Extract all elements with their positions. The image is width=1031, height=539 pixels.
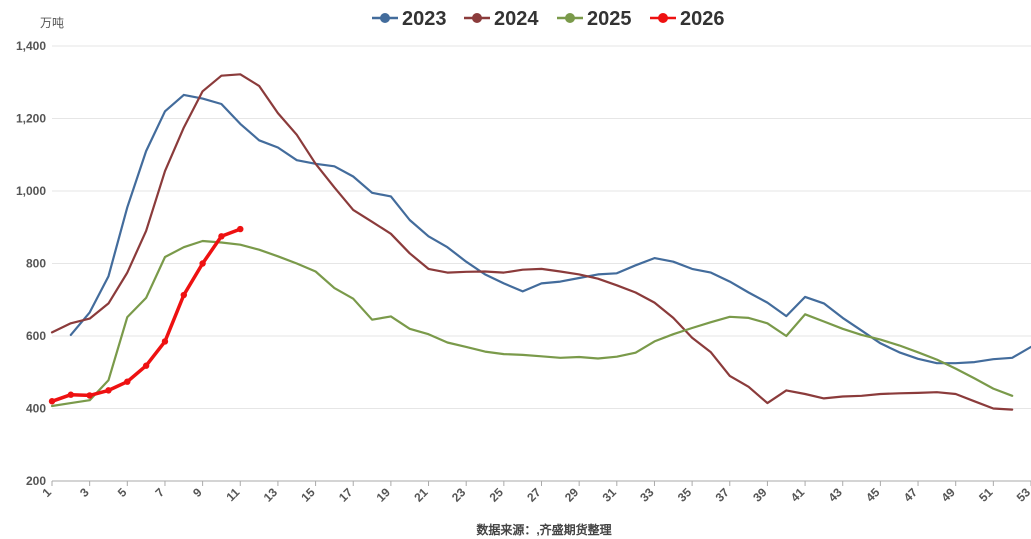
- legend-marker-icon: [658, 13, 668, 23]
- legend-marker-icon: [565, 13, 575, 23]
- legend-item-2023[interactable]: 2023: [372, 8, 447, 30]
- y-tick-label: 1,200: [16, 112, 46, 126]
- x-tick-label: 25: [487, 485, 507, 505]
- x-tick-label: 21: [411, 485, 431, 505]
- x-tick-label: 51: [976, 485, 996, 505]
- x-tick-label: 7: [152, 485, 167, 500]
- data-point-2026: [180, 291, 187, 299]
- data-point-2026: [86, 392, 93, 399]
- series-lines: [48, 73, 1031, 411]
- legend-label: 2024: [494, 8, 539, 30]
- x-tick-label: 9: [190, 485, 205, 500]
- x-tick-label: 45: [863, 485, 883, 505]
- series-line-2025: [50, 239, 1014, 408]
- data-point-2026: [161, 338, 169, 345]
- x-tick-label: 15: [298, 485, 318, 505]
- y-tick-label: 200: [26, 474, 46, 488]
- data-point-2026: [199, 260, 206, 267]
- legend-item-2024[interactable]: 2024: [464, 8, 539, 30]
- data-point-2026: [67, 391, 75, 398]
- x-tick-label: 33: [637, 485, 657, 505]
- x-tick-label: 13: [261, 485, 281, 505]
- x-tick-label: 11: [224, 485, 243, 504]
- series-line-2026: [50, 227, 243, 404]
- data-point-2026: [142, 362, 150, 369]
- x-tick-label: 29: [562, 485, 582, 505]
- legend[interactable]: 2023 2024 2025 2026: [372, 8, 725, 30]
- y-axis-ticks: 200 400 600 800 1,000 1,200 1,400: [16, 39, 46, 488]
- legend-marker-icon: [380, 13, 390, 23]
- x-tick-label: 35: [675, 485, 695, 505]
- x-tick-label: 3: [77, 485, 92, 500]
- data-point-2026: [218, 233, 225, 240]
- data-point-2026: [124, 378, 131, 385]
- x-tick-label: 31: [600, 485, 620, 505]
- x-tick-label: 37: [713, 485, 733, 505]
- data-point-2026: [48, 398, 56, 405]
- x-tick-label: 39: [750, 485, 770, 505]
- x-tick-label: 19: [374, 485, 394, 505]
- legend-item-2025[interactable]: 2025: [557, 8, 632, 30]
- series-line-2024: [50, 73, 1014, 411]
- y-tick-label: 1,000: [16, 184, 46, 198]
- x-tick-label: 47: [901, 485, 921, 505]
- x-tick-label: 49: [938, 485, 958, 505]
- y-tick-label: 800: [26, 257, 46, 271]
- data-point-2026: [237, 225, 244, 233]
- gridlines: [52, 45, 1031, 409]
- legend-label: 2025: [587, 8, 632, 30]
- y-axis-unit-label: 万吨: [40, 16, 64, 30]
- x-tick-label: 27: [524, 485, 544, 505]
- x-tick-label: 43: [826, 485, 846, 505]
- data-source-note: 数据来源：,齐盛期货整理: [476, 522, 611, 537]
- legend-item-2026[interactable]: 2026: [650, 8, 725, 30]
- legend-label: 2023: [402, 8, 447, 30]
- x-tick-label: 53: [1014, 485, 1031, 505]
- x-tick-label: 17: [336, 485, 356, 505]
- y-tick-label: 400: [26, 402, 46, 416]
- data-point-2026: [105, 387, 112, 394]
- y-tick-label: 1,400: [16, 39, 46, 53]
- series-line-2023: [69, 93, 1031, 365]
- x-axis: 1 3 5 7 9 11 13 15 17 19 21 23 25 27 29 31 33 35 37 39 41 43 4…: [39, 480, 1031, 505]
- x-tick-label: 5: [115, 485, 130, 500]
- x-tick-label: 41: [788, 485, 808, 505]
- x-tick-label: 1: [39, 485, 54, 500]
- x-tick-label: 23: [449, 485, 469, 505]
- legend-label: 2026: [680, 8, 725, 30]
- y-tick-label: 600: [26, 329, 46, 343]
- legend-marker-icon: [472, 13, 482, 23]
